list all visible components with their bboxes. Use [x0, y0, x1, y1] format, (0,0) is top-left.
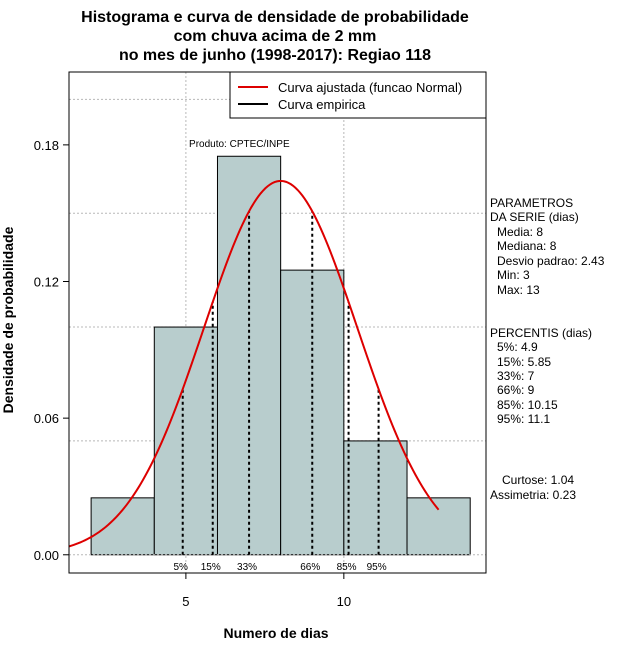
title-line-2: com chuva acima de 2 mm: [174, 28, 377, 45]
y-tick-label-2: 0.06: [34, 411, 59, 426]
y-tick-label-1: 0.00: [34, 548, 59, 563]
title-line-3: no mes de junho (1998-2017): Regiao 118: [119, 47, 431, 64]
percentile-label-2: 15%: [201, 562, 221, 573]
histogram-bar-6: [406, 497, 471, 556]
histogram-bar-4: [280, 269, 345, 556]
x-tick-label-1: 5: [182, 594, 189, 609]
chart-title: Histograma e curva de densidade de proba…: [81, 9, 469, 64]
percentile-label-1: 5%: [174, 562, 189, 573]
parametros-heading: PARAMETROS: [490, 196, 573, 210]
title-line-1: Histograma e curva de densidade de proba…: [81, 9, 469, 26]
param-media: Media: 8: [497, 225, 543, 239]
percentile-label-4: 66%: [300, 562, 320, 573]
percentis-heading: PERCENTIS (dias): [490, 326, 592, 340]
legend-entry-2: Curva empirica: [278, 97, 366, 112]
percentil-85: 85%: 10.15: [497, 398, 558, 412]
percentil-15: 15%: 5.85: [497, 355, 551, 369]
percentil-66: 66%: 9: [497, 383, 535, 397]
percentile-label-3: 33%: [237, 562, 257, 573]
parametros-block: PARAMETROS DA SERIE (dias) Media: 8 Medi…: [490, 196, 605, 297]
histogram-bar-2: [153, 326, 218, 556]
y-tick-label-3: 0.12: [34, 275, 59, 290]
stat-assimetria: Assimetria: 0.23: [490, 488, 576, 502]
param-min: Min: 3: [497, 268, 530, 282]
x-axis-title: Numero de dias: [223, 625, 328, 641]
y-tick-label-4: 0.18: [34, 138, 59, 153]
percentil-95: 95%: 11.1: [497, 412, 550, 426]
stats-block: Curtose: 1.04 Assimetria: 0.23: [490, 473, 576, 502]
param-desvio: Desvio padrao: 2.43: [497, 254, 605, 268]
plot-border: [68, 71, 487, 574]
normal-curve: [68, 179, 440, 548]
side-panel: PARAMETROS DA SERIE (dias) Media: 8 Medi…: [490, 196, 605, 502]
histogram-bar-1: [90, 497, 155, 556]
percentis-block: PERCENTIS (dias) 5%: 4.9 15%: 5.85 33%: …: [490, 326, 592, 426]
percentile-label-5: 85%: [337, 562, 357, 573]
stat-curtose: Curtose: 1.04: [502, 473, 574, 487]
legend-entry-1: Curva ajustada (funcao Normal): [278, 80, 462, 95]
percentil-5: 5%: 4.9: [497, 340, 538, 354]
percentile-label-6: 95%: [367, 562, 387, 573]
parametros-subheading: DA SERIE (dias): [490, 210, 579, 224]
param-mediana: Mediana: 8: [497, 239, 557, 253]
x-tick-label-2: 10: [337, 594, 351, 609]
plot-area: 5% 15% 33% 66% 85% 95% Produto: CPTEC/INPE Curv…: [34, 71, 487, 609]
product-annotation: Produto: CPTEC/INPE: [189, 139, 290, 150]
histogram-bar-5: [343, 440, 408, 556]
param-max: Max: 13: [497, 283, 540, 297]
percentil-33: 33%: 7: [497, 369, 535, 383]
y-axis-title: Densidade de probabilidade: [0, 226, 16, 413]
